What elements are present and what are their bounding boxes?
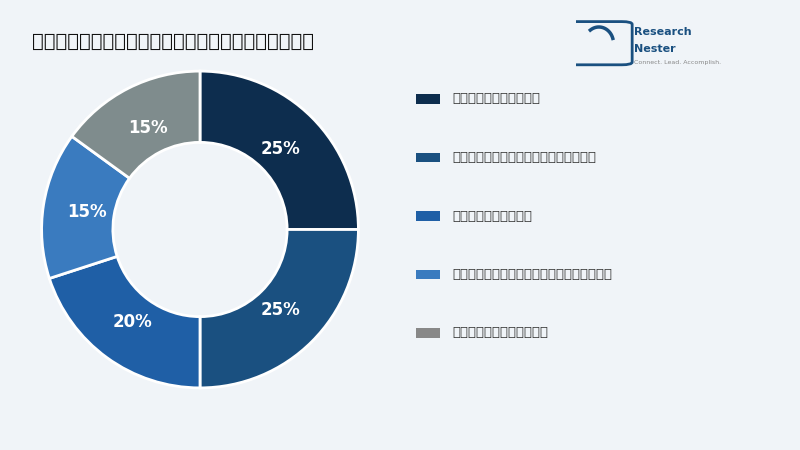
Wedge shape (200, 71, 358, 229)
Wedge shape (50, 256, 200, 388)
Text: 25%: 25% (261, 301, 301, 319)
Text: 20%: 20% (113, 313, 153, 331)
Text: Research: Research (634, 27, 692, 37)
Text: 先端医療機器開発費の急増: 先端医療機器開発費の急増 (452, 327, 548, 339)
Wedge shape (42, 136, 130, 279)
Text: 先端医療製品の統合のための支出の増加: 先端医療製品の統合のための支出の増加 (452, 151, 596, 164)
Text: 癌と脳卒中の症例の増加: 癌と脳卒中の症例の増加 (452, 93, 540, 105)
Text: ヘルスケア業界における自動化の急速な採用: ヘルスケア業界における自動化の急速な採用 (452, 268, 612, 281)
Text: 慢性疾患の高い有病率: 慢性疾患の高い有病率 (452, 210, 532, 222)
Wedge shape (200, 230, 358, 388)
Text: Nester: Nester (634, 44, 676, 54)
Wedge shape (72, 71, 200, 178)
Text: 成長要因の貢献－血管造影イメージングシステム市場: 成長要因の貢献－血管造影イメージングシステム市場 (32, 32, 314, 50)
Text: 15%: 15% (129, 119, 168, 137)
Text: 15%: 15% (67, 202, 107, 220)
Text: 25%: 25% (261, 140, 301, 158)
Text: Connect. Lead. Accomplish.: Connect. Lead. Accomplish. (634, 59, 722, 65)
